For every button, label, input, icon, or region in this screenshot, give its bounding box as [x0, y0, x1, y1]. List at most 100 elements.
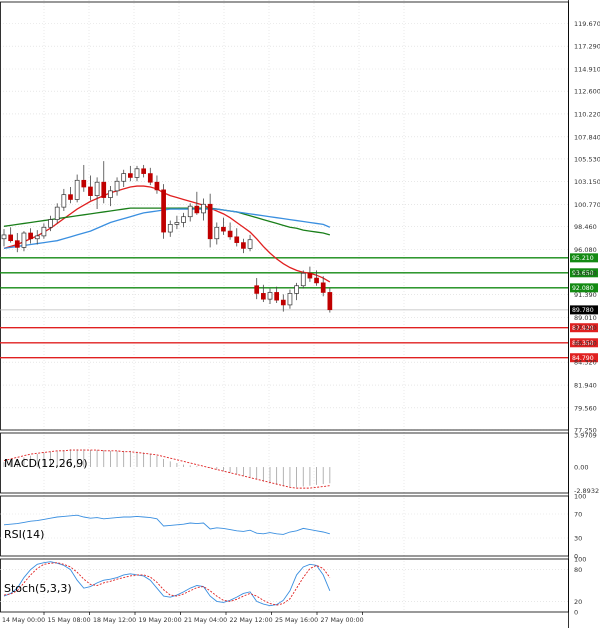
- candle-body: [134, 168, 140, 178]
- rsi-tick-label: 100: [574, 493, 586, 501]
- rsi-line: [3, 514, 330, 535]
- price-tick-label: 81.940: [574, 382, 597, 390]
- candle-body: [21, 232, 27, 248]
- macd-tick-label: -2.8932: [574, 487, 599, 495]
- price-tick-label: 93.650: [574, 269, 597, 277]
- candle-body: [161, 189, 166, 233]
- stoch-k-line: [3, 561, 331, 607]
- candle-body: [88, 186, 93, 196]
- candle-body: [194, 205, 200, 214]
- candle-body: [41, 226, 47, 237]
- candle-body: [167, 224, 173, 233]
- macd-tick-label: 3.9709: [574, 431, 597, 439]
- price-tick-label: 77.250: [574, 427, 597, 435]
- candle-body: [81, 179, 87, 188]
- x-tick-label: 15 May 08:00: [48, 617, 91, 624]
- candle-body: [227, 230, 233, 238]
- candle-body: [280, 299, 286, 306]
- candle-body: [121, 173, 127, 182]
- candle-body: [274, 292, 279, 301]
- candle-body: [34, 235, 40, 240]
- candle-body: [320, 282, 326, 293]
- candle-body: [141, 168, 146, 174]
- stoch-d-line: [3, 562, 331, 606]
- price-tick-label: 110.220: [574, 110, 600, 118]
- price-tick-label: 96.080: [574, 246, 597, 254]
- macd-title: MACD(12,26,9): [4, 457, 88, 470]
- level-price-label: 84.790: [572, 355, 594, 362]
- candle-body: [108, 190, 113, 198]
- candle-body: [187, 205, 193, 218]
- current-price-tag: [570, 305, 598, 315]
- price-tick-label: 105.530: [574, 155, 600, 163]
- price-tick-label: 84.320: [574, 359, 597, 367]
- candle-body: [287, 293, 293, 306]
- x-tick-label: 18 May 12:00: [93, 617, 136, 624]
- candle-body: [94, 181, 100, 196]
- level-price-label: 92.080: [572, 285, 594, 292]
- price-tick-label: 119.670: [574, 20, 600, 28]
- candle-body: [48, 219, 53, 228]
- candle-body: [261, 293, 266, 300]
- price-tick-label: 86.350: [574, 339, 597, 347]
- macd-signal-line: [3, 449, 330, 489]
- macd-tick-label: 0.00: [574, 464, 588, 472]
- price-tick-label: 114.910: [574, 66, 600, 74]
- candle-body: [74, 179, 80, 200]
- level-price-tag: [570, 283, 598, 293]
- candle-body: [307, 272, 313, 279]
- stoch-title: Stoch(5,3,3): [4, 582, 72, 595]
- candle-body: [61, 194, 67, 208]
- rsi-tick-label: 30: [574, 535, 582, 543]
- level-price-tag: [570, 353, 598, 363]
- moving-average-line: [3, 208, 331, 249]
- price-tick-label: 91.390: [574, 291, 597, 299]
- stoch-tick-label: 100: [574, 556, 586, 564]
- candle-body: [221, 226, 226, 232]
- candle-body: [247, 239, 253, 249]
- candle-body: [241, 242, 246, 249]
- candle-body: [327, 292, 333, 311]
- candle-body: [234, 236, 240, 243]
- price-tick-label: 79.560: [574, 404, 597, 412]
- candle-body: [294, 285, 299, 294]
- candle-body: [101, 181, 107, 198]
- rsi-tick-label: 70: [574, 511, 582, 519]
- x-tick-label: 25 May 16:00: [275, 617, 318, 624]
- level-price-label: 93.650: [572, 270, 594, 277]
- x-tick-label: 21 May 04:00: [184, 617, 227, 624]
- price-tick-label: 112.600: [574, 88, 600, 96]
- candle-body: [214, 226, 220, 240]
- price-tick-label: 89.010: [574, 314, 597, 322]
- x-tick-label: 27 May 00:00: [321, 617, 364, 624]
- candle-body: [314, 277, 319, 284]
- price-tick-label: 98.460: [574, 223, 597, 231]
- candle-body: [28, 232, 33, 240]
- price-tick-label: 103.150: [574, 178, 600, 186]
- candle-body: [181, 216, 186, 223]
- stoch-tick-label: 20: [574, 598, 582, 606]
- rsi-title: RSI(14): [4, 528, 44, 541]
- candle-body: [128, 173, 133, 178]
- price-tick-label: 107.840: [574, 133, 600, 141]
- level-price-tag: [570, 253, 598, 263]
- candle-body: [1, 234, 7, 240]
- moving-average-line: [3, 185, 331, 283]
- current-price-label: 89.780: [572, 307, 594, 314]
- price-tick-label: 87.920: [574, 324, 597, 332]
- candle-body: [174, 222, 180, 225]
- x-tick-label: 22 May 12:00: [230, 617, 273, 624]
- candle-body: [154, 181, 160, 191]
- candle-body: [147, 173, 153, 183]
- x-tick-label: 14 May 00:00: [2, 617, 45, 624]
- candle-body: [68, 194, 73, 200]
- stoch-tick-label: 0: [574, 609, 578, 617]
- level-price-label: 86.350: [572, 340, 594, 347]
- candle-body: [267, 292, 273, 300]
- candle-body: [114, 180, 120, 192]
- level-price-tag: [570, 268, 598, 278]
- candle-body: [207, 203, 213, 240]
- x-tick-label: 19 May 20:00: [139, 617, 182, 624]
